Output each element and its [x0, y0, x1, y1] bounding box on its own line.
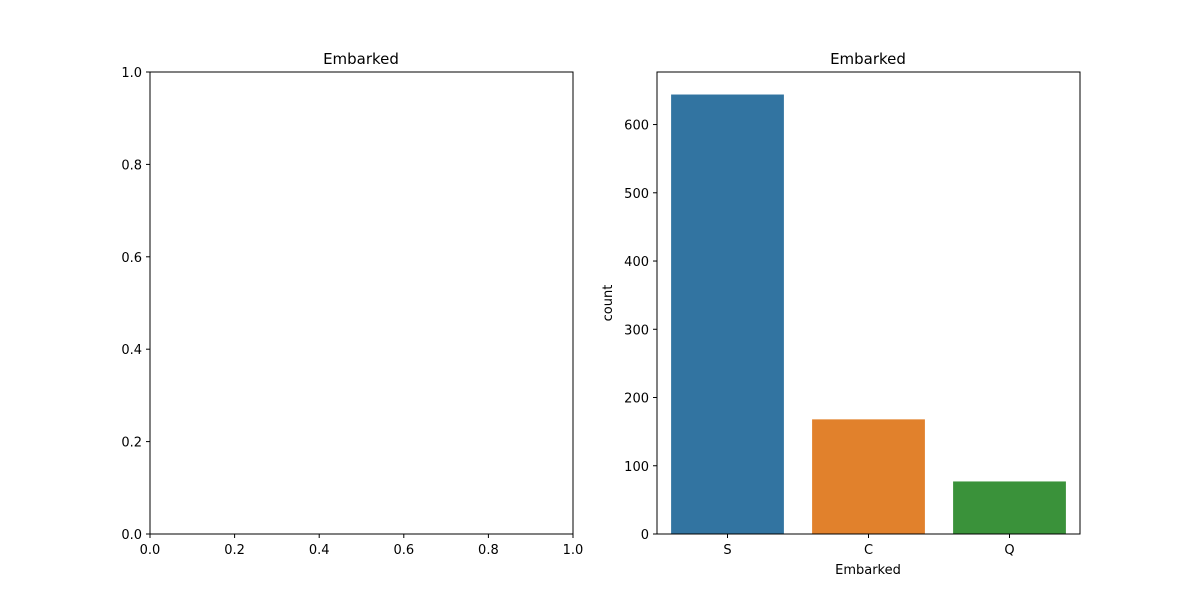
right-y-tick-label: 500 [624, 187, 649, 202]
left-chart-panel: Embarked 0.0 0.2 0.4 0.6 0.8 1.0 0.0 0.2 0.4 0.6… [121, 50, 583, 558]
right-y-tick-label: 200 [624, 392, 649, 407]
right-chart-title: Embarked [830, 50, 906, 68]
right-y-axis-label: count [601, 285, 616, 322]
right-x-tick-label: Q [1004, 543, 1014, 558]
left-x-tick-label: 0.6 [393, 543, 414, 558]
bar-s [671, 94, 784, 534]
right-chart-bars [671, 94, 1066, 534]
left-x-tick-label: 1.0 [563, 543, 584, 558]
left-plot-frame [149, 71, 574, 535]
right-y-tick-label: 100 [624, 460, 649, 475]
bar-q [953, 481, 1066, 534]
left-x-tick-label: 0.4 [309, 543, 330, 558]
left-y-axis-ticks: 0.0 0.2 0.4 0.6 0.8 1.0 [121, 66, 150, 543]
right-y-tick-label: 0 [641, 528, 649, 543]
right-y-tick-label: 400 [624, 255, 649, 270]
left-x-tick-label: 0.8 [478, 543, 499, 558]
right-y-axis-ticks: 0 100 200 300 400 500 600 [624, 119, 657, 543]
left-x-tick-label: 0.0 [140, 543, 161, 558]
right-y-tick-label: 600 [624, 119, 649, 134]
right-x-axis-label: Embarked [835, 563, 901, 578]
left-y-tick-label: 0.8 [121, 158, 142, 173]
left-chart-title: Embarked [323, 50, 399, 68]
right-chart-panel: Embarked S C Q 0 100 200 300 400 500 600 Embarke… [601, 50, 1081, 578]
left-y-tick-label: 0.6 [121, 251, 142, 266]
right-y-tick-label: 300 [624, 323, 649, 338]
left-y-tick-label: 1.0 [121, 66, 142, 81]
left-y-tick-label: 0.4 [121, 343, 142, 358]
right-x-tick-label: S [723, 543, 731, 558]
left-y-tick-label: 0.2 [121, 436, 142, 451]
left-x-axis-ticks: 0.0 0.2 0.4 0.6 0.8 1.0 [140, 534, 584, 558]
left-y-tick-label: 0.0 [121, 528, 142, 543]
right-x-tick-label: C [864, 543, 873, 558]
bar-c [812, 419, 925, 534]
left-x-tick-label: 0.2 [224, 543, 245, 558]
